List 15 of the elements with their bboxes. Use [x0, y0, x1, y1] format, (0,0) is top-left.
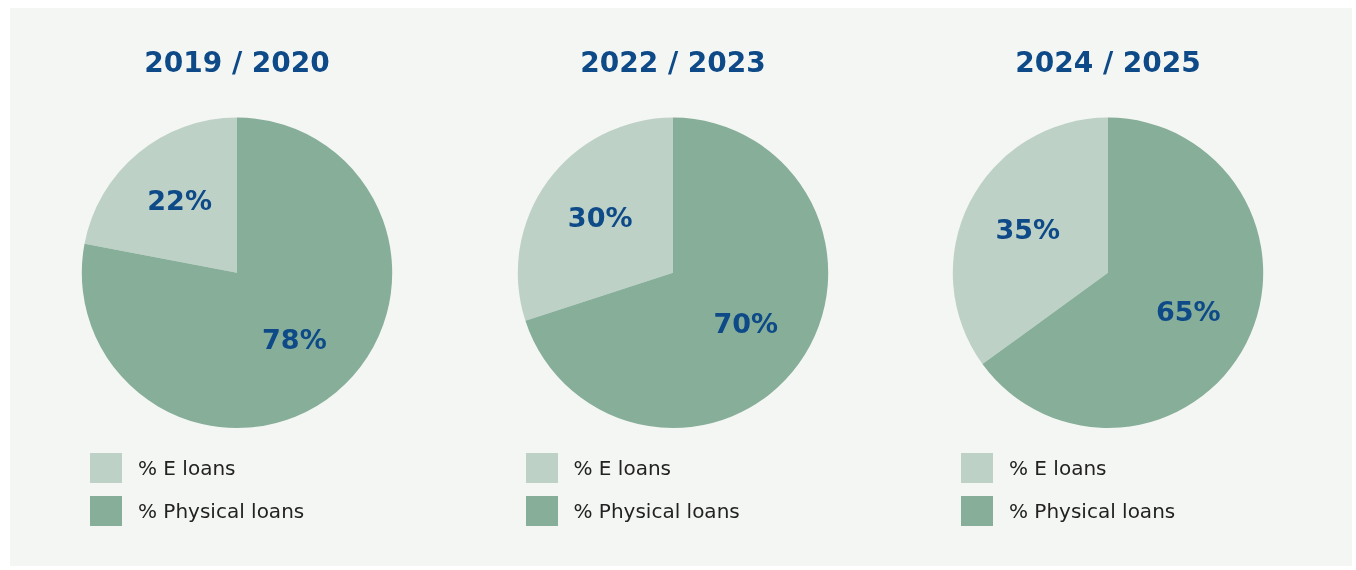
legend-label: % E loans	[138, 456, 236, 480]
data-label: 35%	[995, 213, 1061, 245]
chart-title: 2019 / 2020	[144, 46, 330, 80]
legend-label: % Physical loans	[573, 499, 740, 523]
data-label: 78%	[262, 324, 327, 356]
legend-label: % Physical loans	[138, 499, 305, 523]
data-label: 65%	[1155, 295, 1221, 327]
chart-title: 2024 / 2025	[1015, 46, 1201, 80]
legend-label: % Physical loans	[1009, 499, 1176, 523]
legend-label: % E loans	[573, 456, 671, 480]
legend-label: % E loans	[1009, 456, 1107, 480]
chart-title: 2022 / 2023	[579, 46, 766, 80]
data-label: 70%	[713, 307, 778, 339]
data-label: 22%	[147, 185, 212, 217]
data-label: 30%	[567, 201, 632, 233]
